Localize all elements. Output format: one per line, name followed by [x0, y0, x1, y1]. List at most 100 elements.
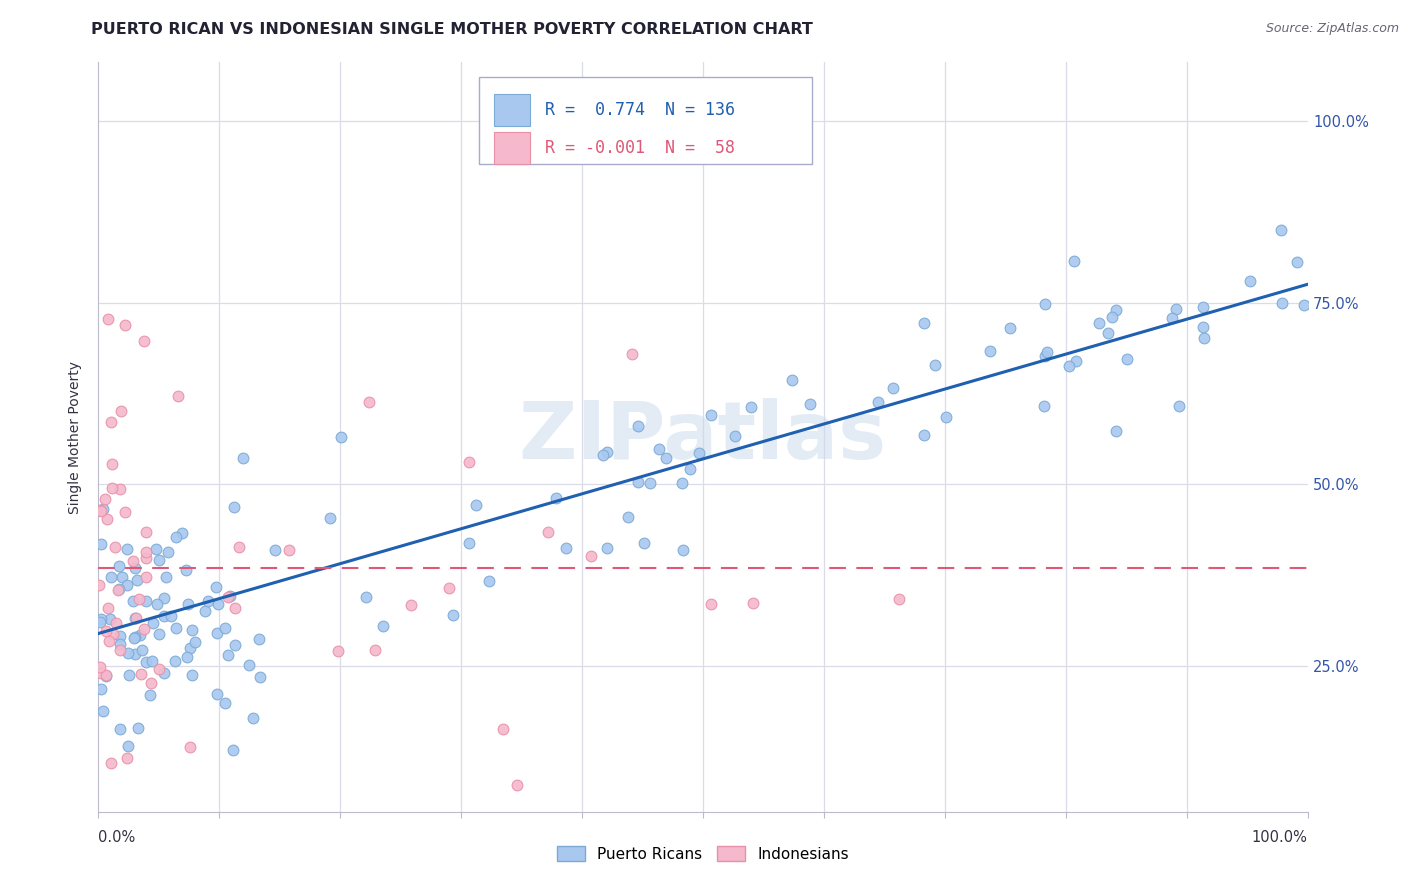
Point	[998, 321, 1021, 335]
Point	[1033, 297, 1056, 311]
Point	[464, 498, 486, 512]
Point	[264, 542, 287, 557]
Point	[193, 604, 215, 618]
Point	[595, 444, 617, 458]
Point	[148, 552, 170, 566]
Point	[122, 554, 145, 568]
Point	[249, 671, 271, 685]
Point	[242, 711, 264, 725]
Point	[172, 526, 194, 541]
Point	[145, 541, 167, 556]
Point	[163, 654, 186, 668]
Point	[457, 536, 479, 550]
Point	[866, 395, 889, 409]
Point	[153, 609, 176, 624]
Point	[98, 613, 121, 627]
Point	[1063, 254, 1085, 268]
Point	[148, 662, 170, 676]
Text: R = -0.001  N =  58: R = -0.001 N = 58	[544, 139, 734, 157]
Point	[142, 615, 165, 630]
Text: PUERTO RICAN VS INDONESIAN SINGLE MOTHER POVERTY CORRELATION CHART: PUERTO RICAN VS INDONESIAN SINGLE MOTHER…	[91, 22, 813, 37]
Point	[620, 347, 643, 361]
Text: 100.0%: 100.0%	[1251, 830, 1308, 845]
Point	[101, 481, 124, 495]
Point	[135, 525, 157, 540]
Point	[596, 541, 619, 555]
Point	[111, 570, 134, 584]
Point	[1033, 349, 1056, 363]
Legend: Puerto Ricans, Indonesians: Puerto Ricans, Indonesians	[551, 840, 855, 868]
Point	[165, 530, 187, 544]
Point	[97, 312, 120, 326]
Point	[1167, 399, 1189, 413]
Point	[108, 558, 131, 573]
Point	[221, 743, 243, 757]
Point	[125, 574, 148, 588]
Point	[1292, 298, 1315, 312]
Point	[105, 616, 128, 631]
Point	[97, 601, 120, 615]
Point	[115, 751, 138, 765]
Point	[627, 419, 650, 434]
Point	[110, 403, 132, 417]
Point	[94, 668, 117, 682]
Point	[184, 635, 207, 649]
Point	[217, 648, 239, 662]
Point	[799, 396, 821, 410]
Point	[555, 541, 578, 556]
Point	[121, 593, 143, 607]
Point	[107, 582, 129, 597]
Point	[129, 666, 152, 681]
Point	[114, 318, 136, 332]
Point	[114, 505, 136, 519]
Point	[218, 589, 240, 603]
Point	[633, 536, 655, 550]
Point	[688, 446, 710, 460]
Point	[141, 675, 163, 690]
Point	[671, 476, 693, 491]
Point	[108, 582, 131, 596]
Point	[330, 430, 353, 444]
Point	[222, 500, 245, 514]
Point	[91, 705, 114, 719]
Point	[401, 598, 423, 612]
Point	[638, 475, 661, 490]
Point	[108, 482, 131, 496]
Point	[153, 591, 176, 605]
Point	[89, 578, 111, 592]
Text: R =  0.774  N = 136: R = 0.774 N = 136	[544, 101, 734, 120]
Point	[205, 688, 228, 702]
Point	[1192, 331, 1215, 345]
Point	[135, 545, 157, 559]
Point	[205, 580, 228, 594]
Point	[108, 642, 131, 657]
Point	[122, 631, 145, 645]
Point	[174, 563, 197, 577]
Point	[1270, 223, 1292, 237]
Text: 0.0%: 0.0%	[98, 830, 135, 845]
Point	[96, 669, 118, 683]
FancyBboxPatch shape	[494, 132, 530, 164]
Point	[889, 592, 911, 607]
Point	[176, 650, 198, 665]
Point	[357, 395, 380, 409]
Point	[238, 658, 260, 673]
Point	[278, 543, 301, 558]
Point	[90, 612, 112, 626]
Point	[672, 542, 695, 557]
Point	[179, 640, 201, 655]
Point	[782, 373, 804, 387]
Point	[579, 549, 602, 564]
Point	[104, 541, 127, 555]
Point	[1097, 326, 1119, 341]
Point	[125, 610, 148, 624]
Point	[141, 654, 163, 668]
Point	[354, 590, 377, 604]
Point	[100, 457, 122, 471]
Point	[135, 569, 157, 583]
Point	[912, 316, 935, 330]
Point	[1101, 310, 1123, 324]
Point	[224, 638, 246, 652]
Point	[132, 334, 155, 349]
Point	[924, 358, 946, 372]
